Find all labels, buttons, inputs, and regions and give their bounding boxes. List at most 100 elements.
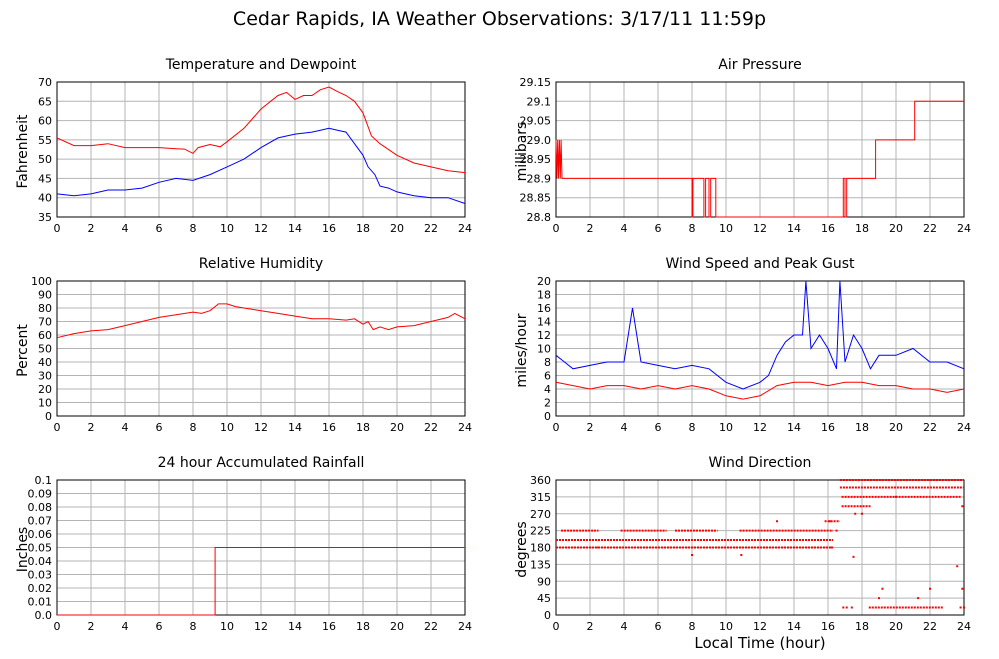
page-title: Cedar Rapids, IA Weather Observations: 3… (232, 8, 767, 30)
y-tick-label: 55 (38, 134, 52, 147)
x-tick-label: 22 (424, 620, 438, 633)
y-tick-label: 40 (38, 192, 52, 205)
direction-point (956, 565, 959, 568)
y-tick-label: 30 (38, 370, 52, 383)
y-tick-label: 315 (530, 491, 551, 504)
direction-point (850, 606, 853, 609)
x-tick-label: 12 (254, 222, 268, 235)
rain-series-0 (57, 547, 465, 616)
x-tick-label: 18 (356, 421, 370, 434)
y-tick-label: 10 (537, 343, 551, 356)
x-tick-label: 8 (190, 222, 197, 235)
chart-title: Relative Humidity (199, 256, 323, 272)
chart-title: Wind Speed and Peak Gust (666, 256, 855, 272)
x-tick-label: 2 (587, 222, 594, 235)
y-tick-label: 0.07 (28, 515, 53, 528)
x-tick-label: 20 (390, 620, 404, 633)
x-tick-label: 6 (156, 222, 163, 235)
y-axis-label: Fahrenheit (15, 114, 31, 189)
y-tick-label: 35 (38, 211, 52, 224)
x-tick-label: 16 (821, 222, 835, 235)
y-tick-label: 0.02 (28, 582, 53, 595)
x-tick-label: 4 (122, 421, 129, 434)
y-tick-label: 225 (530, 525, 551, 538)
direction-point (740, 554, 743, 556)
x-tick-label: 24 (957, 421, 971, 434)
x-tick-label: 6 (655, 222, 662, 235)
y-tick-label: 65 (38, 95, 52, 108)
x-tick-label: 4 (122, 222, 129, 235)
y-axis-label: Percent (15, 324, 31, 377)
x-tick-label: 14 (288, 421, 302, 434)
direction-point (917, 597, 920, 600)
y-tick-label: 360 (530, 474, 551, 487)
x-tick-label: 22 (923, 620, 937, 633)
x-tick-label: 24 (458, 222, 472, 235)
y-tick-label: 70 (38, 316, 52, 329)
direction-point (961, 505, 964, 508)
y-tick-label: 80 (38, 302, 52, 315)
humidity-series-0 (56, 303, 466, 339)
x-tick-label: 10 (719, 421, 733, 434)
y-tick-label: 135 (530, 558, 551, 571)
y-axis-label: Inches (15, 527, 31, 572)
y-tick-label: 0.05 (28, 542, 53, 555)
chart-title: 24 hour Accumulated Rainfall (158, 455, 365, 471)
x-tick-label: 16 (322, 222, 336, 235)
x-tick-label: 14 (288, 620, 302, 633)
direction-point (959, 606, 962, 609)
y-tick-label: 0.09 (28, 488, 53, 501)
x-tick-label: 8 (689, 222, 696, 235)
y-tick-label: 0.08 (28, 501, 53, 514)
direction-point (861, 512, 863, 515)
x-tick-label: 24 (458, 620, 472, 633)
pressure-series-0 (555, 100, 964, 218)
y-axis-label: degrees (514, 521, 530, 577)
direction-point (776, 520, 778, 523)
y-tick-label: 28.9 (527, 172, 552, 185)
y-tick-label: 4 (544, 383, 551, 396)
x-tick-label: 20 (390, 222, 404, 235)
x-tick-label: 16 (821, 421, 835, 434)
y-tick-label: 20 (537, 275, 551, 288)
x-tick-label: 0 (54, 222, 61, 235)
x-tick-label: 2 (587, 421, 594, 434)
x-tick-label: 8 (190, 620, 197, 633)
y-tick-label: 16 (537, 302, 551, 315)
x-tick-label: 16 (821, 620, 835, 633)
y-tick-label: 0.06 (28, 528, 53, 541)
x-tick-label: 12 (753, 222, 767, 235)
y-tick-label: 14 (537, 316, 551, 329)
x-tick-label: 10 (220, 421, 234, 434)
y-axis-label: millibars (514, 122, 530, 182)
plot-frame (555, 280, 965, 417)
y-tick-label: 28.8 (527, 211, 552, 224)
x-tick-label: 20 (889, 421, 903, 434)
x-tick-label: 4 (621, 421, 628, 434)
y-tick-label: 2 (544, 397, 551, 410)
direction-point (842, 606, 845, 609)
direction-point (830, 546, 833, 549)
x-tick-label: 0 (54, 620, 61, 633)
direction-point (691, 554, 693, 556)
x-tick-label: 24 (957, 222, 971, 235)
x-tick-label: 22 (424, 222, 438, 235)
direction-point (961, 587, 964, 590)
x-tick-label: 22 (923, 222, 937, 235)
x-tick-label: 18 (855, 222, 869, 235)
y-tick-label: 0 (544, 609, 551, 622)
x-tick-label: 14 (787, 620, 801, 633)
x-tick-label: 2 (88, 620, 95, 633)
y-tick-label: 90 (38, 289, 52, 302)
y-axis-label: miles/hour (514, 313, 530, 387)
direction-point (835, 529, 838, 532)
y-tick-label: 40 (38, 356, 52, 369)
y-tick-label: 20 (38, 383, 52, 396)
y-tick-label: 270 (530, 508, 551, 521)
temp-series-1 (56, 127, 466, 204)
y-tick-label: 10 (38, 397, 52, 410)
y-tick-label: 8 (544, 356, 551, 369)
